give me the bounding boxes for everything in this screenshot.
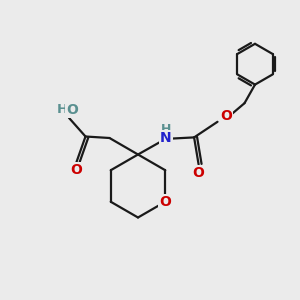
Text: O: O	[66, 103, 78, 116]
Text: H: H	[57, 103, 68, 116]
Text: O: O	[220, 110, 232, 123]
Text: O: O	[159, 195, 171, 209]
Text: O: O	[193, 167, 205, 180]
Text: N: N	[160, 131, 171, 145]
Text: O: O	[70, 164, 83, 177]
Text: H: H	[160, 123, 171, 136]
